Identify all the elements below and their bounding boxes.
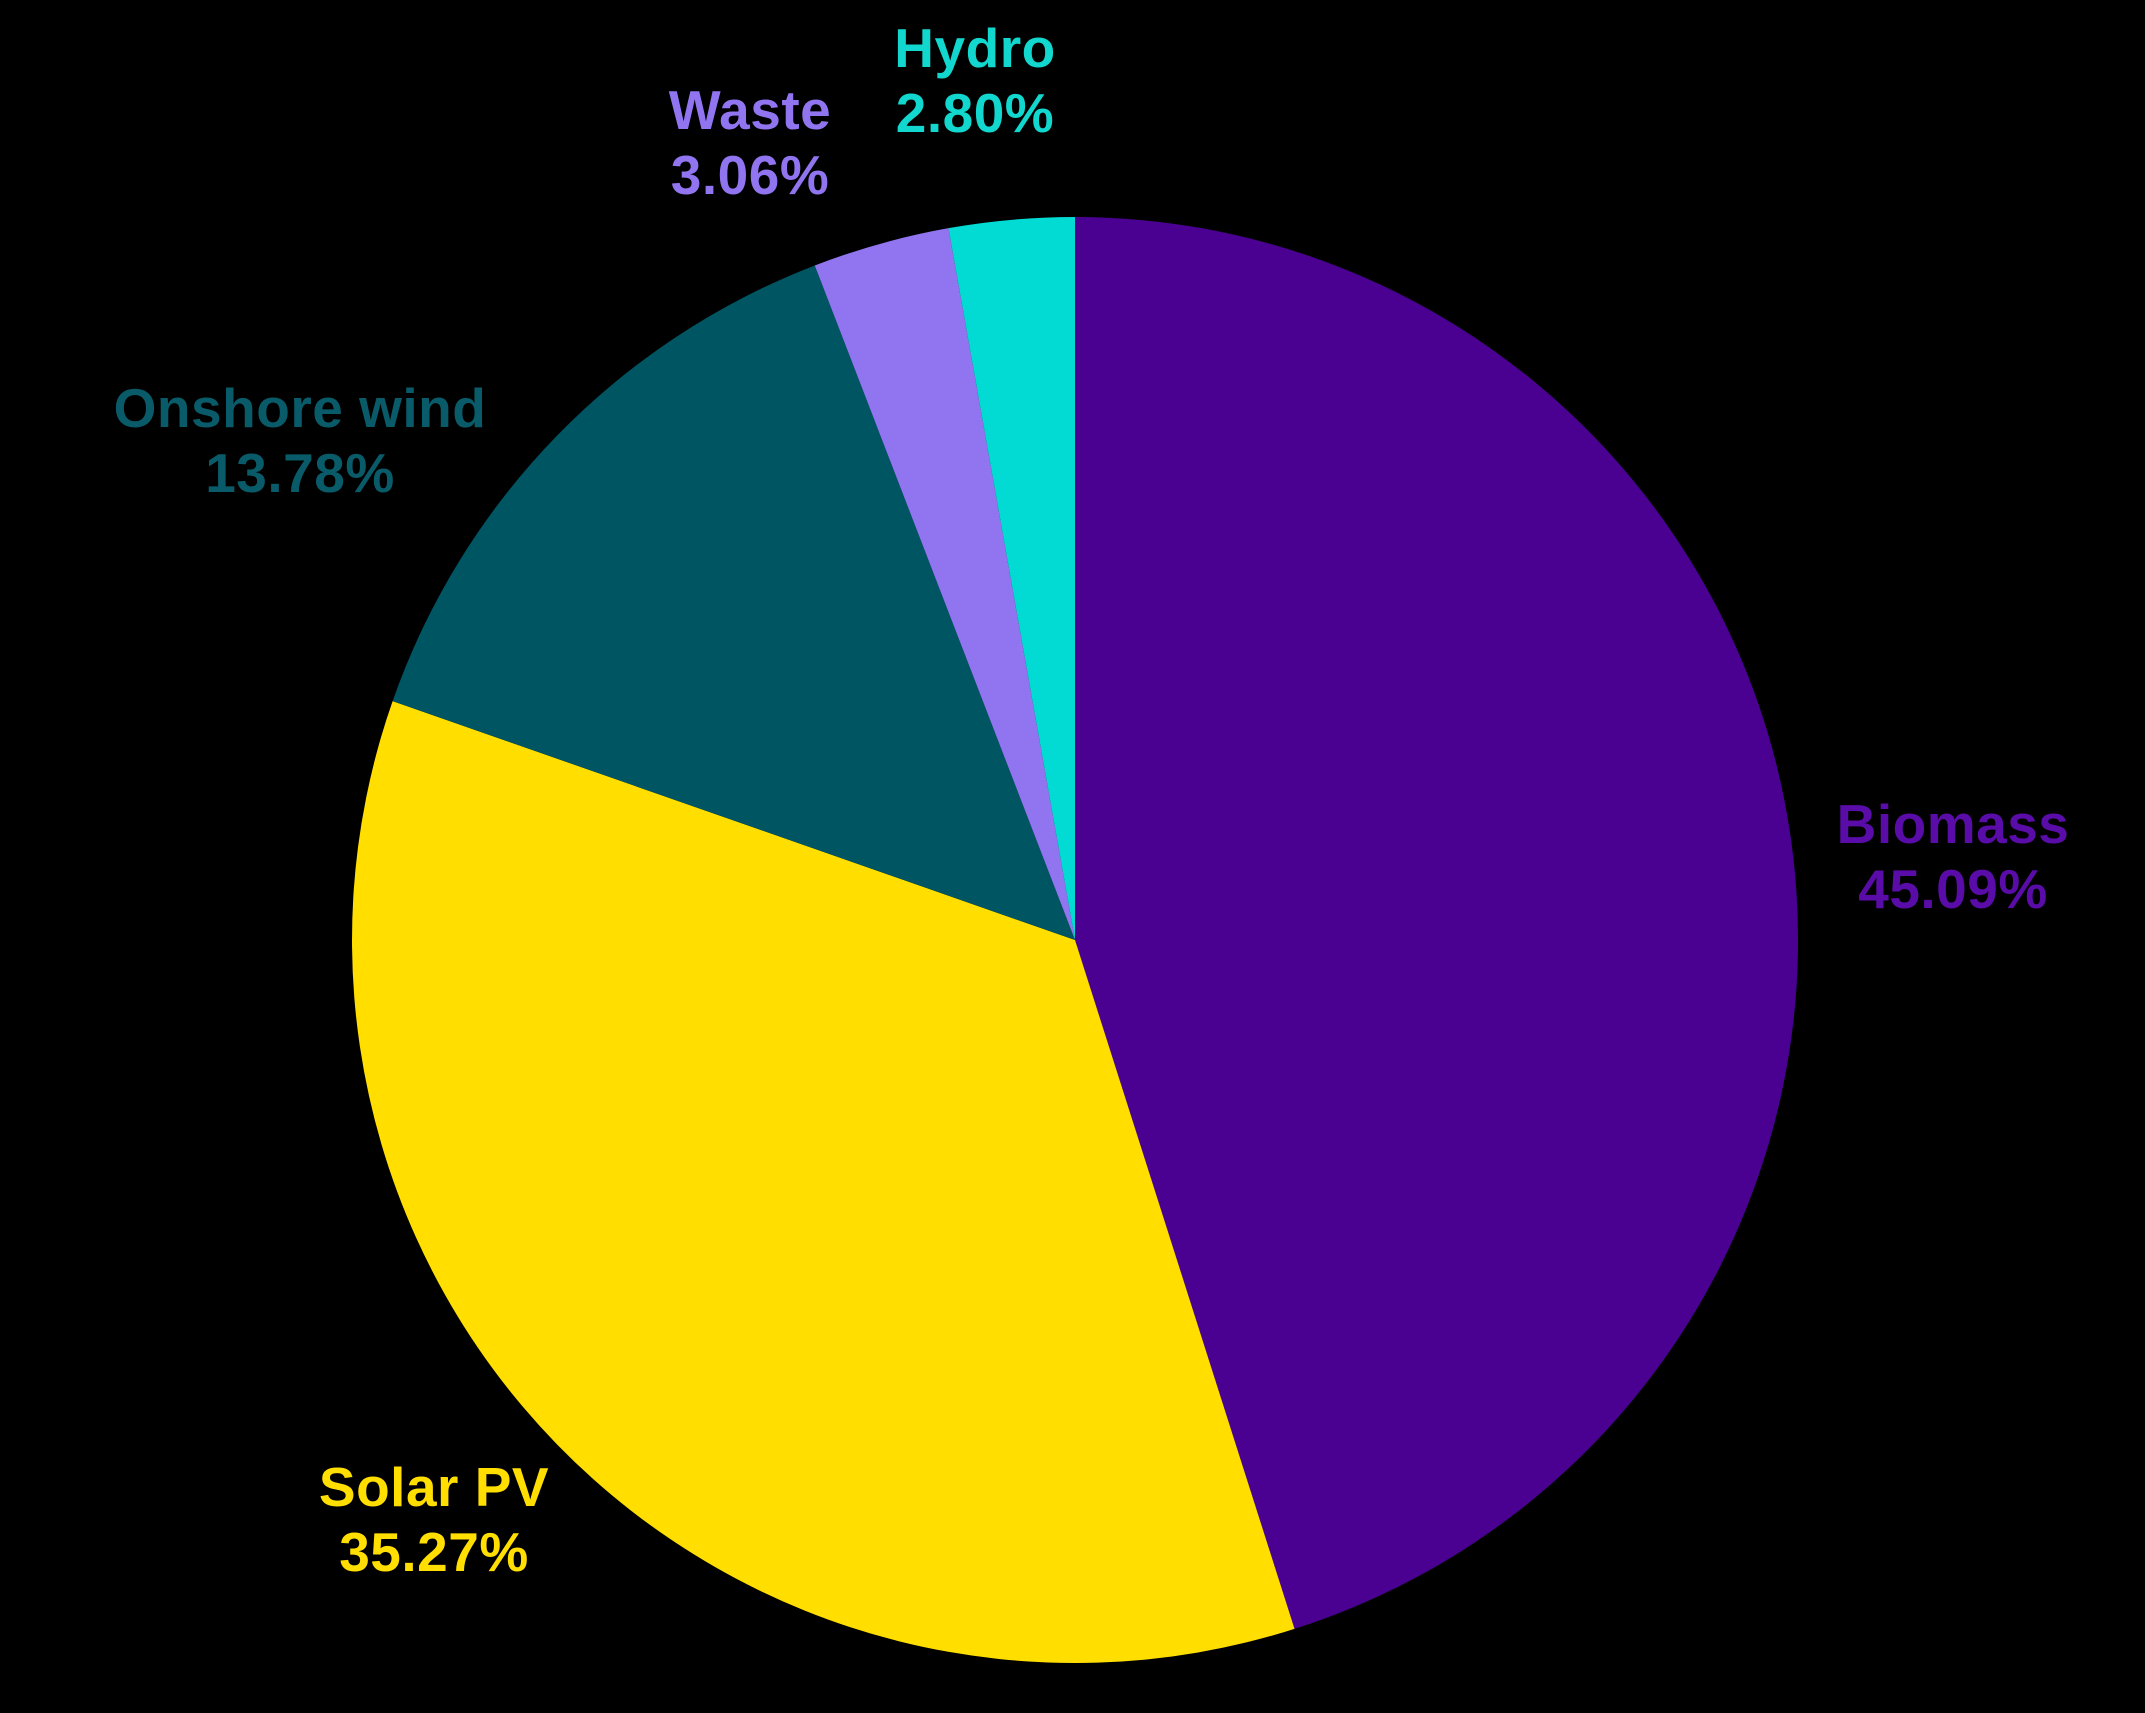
pie-slice-biomass — [1075, 217, 1799, 1629]
pie-slice-solar-pv — [352, 701, 1295, 1664]
pie-slice-hydro — [948, 217, 1075, 940]
pie-slice-waste — [814, 228, 1075, 940]
pie-slice-onshore-wind — [392, 265, 1075, 941]
